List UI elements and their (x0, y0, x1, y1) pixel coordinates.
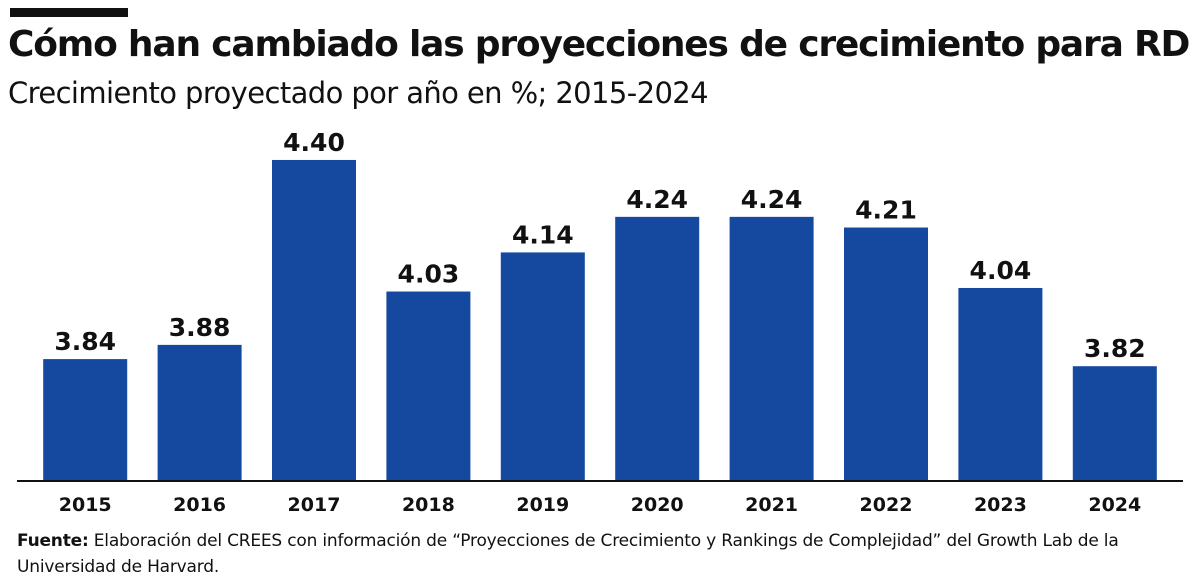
x-tick-label: 2022 (860, 494, 913, 516)
bar-2024 (1072, 366, 1157, 480)
chart-title: Cómo han cambiado las proyecciones de cr… (8, 24, 1190, 65)
source-label: Fuente: (17, 531, 89, 551)
data-label: 4.21 (855, 196, 917, 225)
x-tick-label: 2020 (631, 494, 684, 516)
source-note: Fuente: Elaboración del CREES con inform… (17, 528, 1187, 580)
x-tick-label: 2023 (974, 494, 1027, 516)
source-text: Elaboración del CREES con información de… (17, 531, 1119, 577)
x-tick-label: 2016 (173, 494, 226, 516)
bar-2015 (43, 359, 128, 480)
data-label: 4.14 (512, 220, 574, 249)
x-tick-label: 2018 (402, 494, 455, 516)
bar-2016 (157, 344, 242, 480)
data-label: 4.04 (970, 256, 1032, 285)
bar-2018 (386, 291, 471, 480)
data-label: 4.03 (398, 260, 460, 289)
x-tick-label: 2021 (745, 494, 798, 516)
data-label: 4.40 (283, 128, 345, 157)
data-label: 3.84 (54, 327, 116, 356)
data-label: 3.82 (1084, 334, 1146, 363)
data-label: 4.24 (741, 185, 803, 214)
bar-2020 (615, 216, 700, 480)
chart-subtitle: Crecimiento proyectado por año en %; 201… (8, 76, 709, 110)
data-label: 4.24 (626, 185, 688, 214)
x-tick-label: 2024 (1088, 494, 1141, 516)
bar-2019 (500, 252, 585, 480)
bar-2021 (729, 216, 814, 480)
data-label: 3.88 (169, 313, 231, 342)
x-tick-label: 2015 (59, 494, 112, 516)
x-tick-label: 2019 (516, 494, 569, 516)
bar-2023 (958, 287, 1043, 480)
bar-2017 (272, 159, 356, 480)
bar-2022 (844, 227, 928, 480)
decorative-top-bar (10, 8, 128, 17)
x-tick-label: 2017 (288, 494, 341, 516)
